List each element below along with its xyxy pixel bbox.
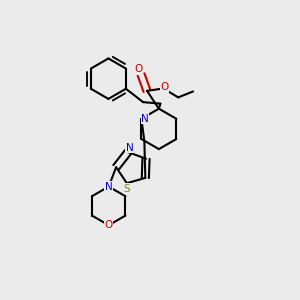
Text: O: O [161, 82, 169, 92]
Text: N: N [141, 114, 149, 124]
Text: S: S [124, 184, 130, 194]
Text: O: O [134, 64, 143, 74]
Text: N: N [105, 182, 112, 192]
Text: N: N [126, 143, 133, 153]
Text: O: O [105, 220, 113, 230]
